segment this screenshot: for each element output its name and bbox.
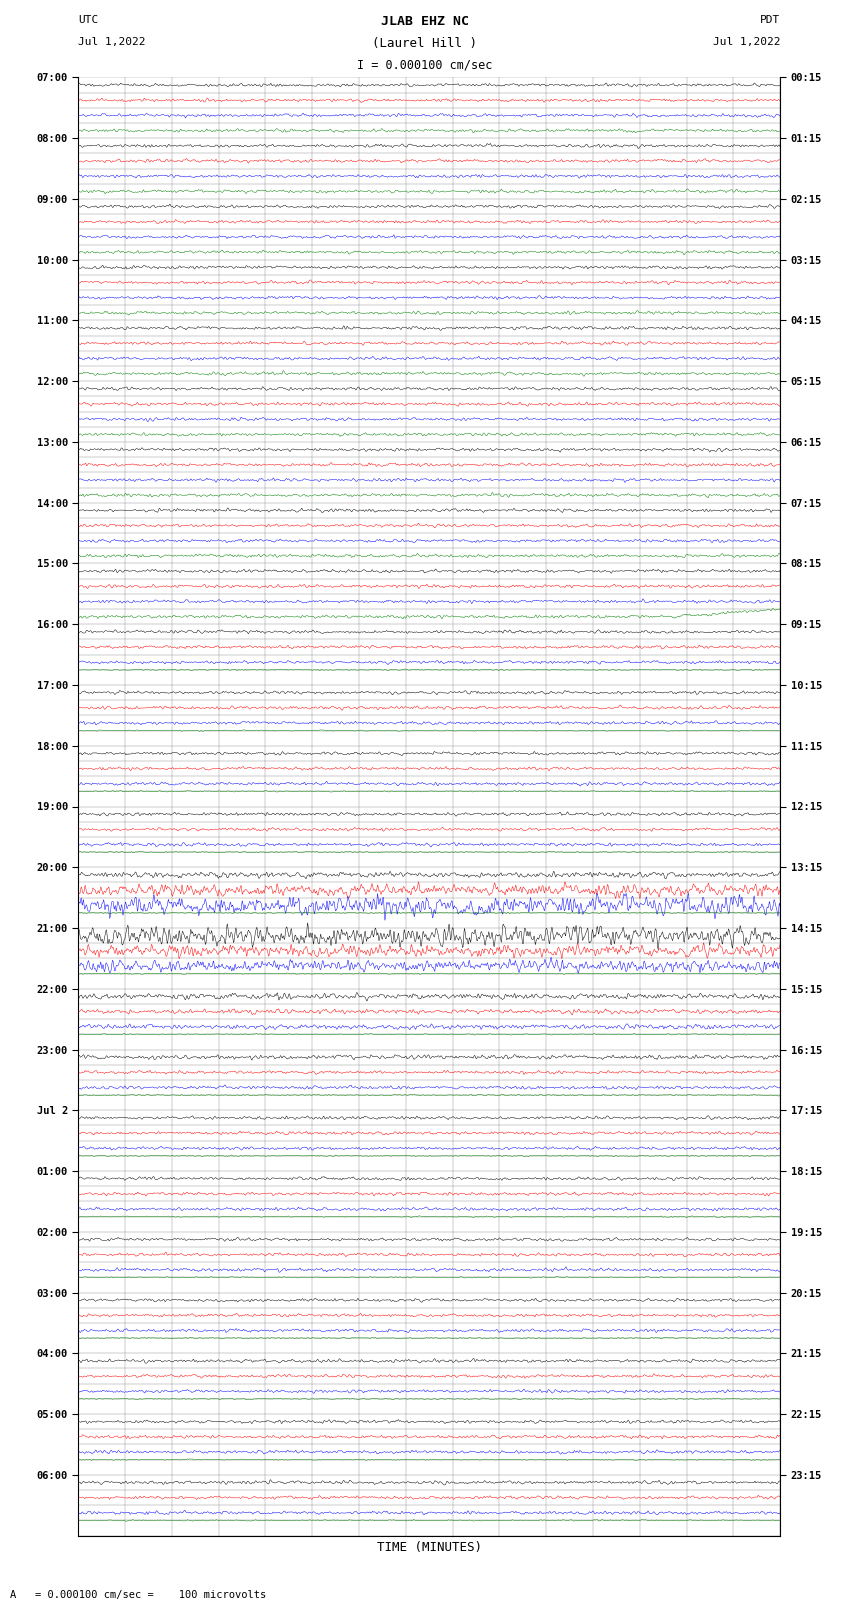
Text: (Laurel Hill ): (Laurel Hill ) <box>372 37 478 50</box>
Text: Jul 1,2022: Jul 1,2022 <box>713 37 780 47</box>
X-axis label: TIME (MINUTES): TIME (MINUTES) <box>377 1540 482 1555</box>
Text: JLAB EHZ NC: JLAB EHZ NC <box>381 16 469 29</box>
Text: Jul 1,2022: Jul 1,2022 <box>78 37 145 47</box>
Text: I = 0.000100 cm/sec: I = 0.000100 cm/sec <box>357 58 493 73</box>
Text: UTC: UTC <box>78 16 99 26</box>
Text: PDT: PDT <box>760 16 780 26</box>
Text: A   = 0.000100 cm/sec =    100 microvolts: A = 0.000100 cm/sec = 100 microvolts <box>10 1590 266 1600</box>
